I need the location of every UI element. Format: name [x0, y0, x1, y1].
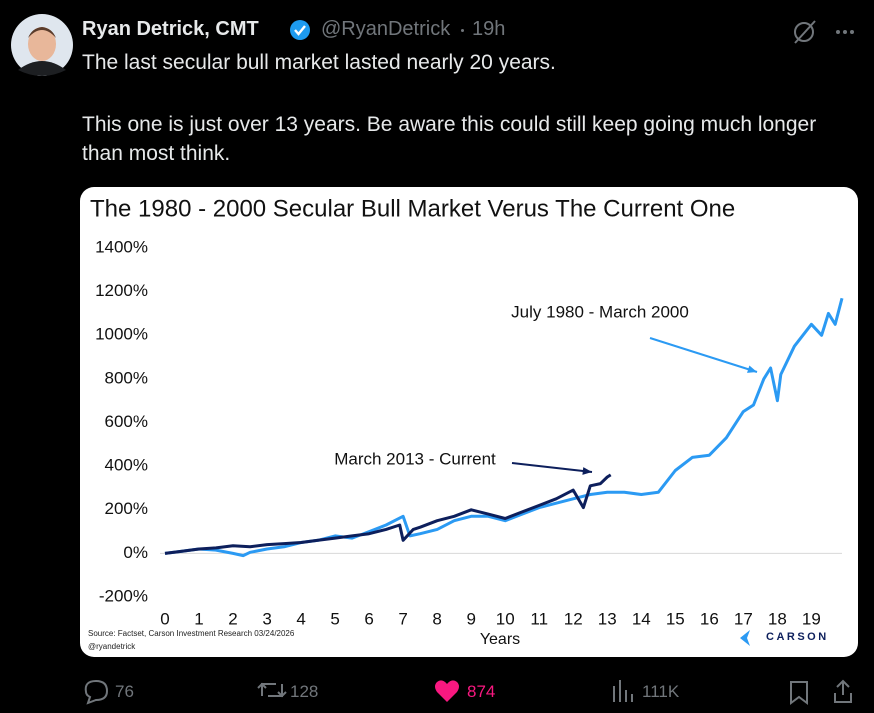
separator: [461, 29, 464, 32]
view-count: 111K: [642, 682, 680, 701]
source: Source: Factset, Carson Investment Resea…: [88, 629, 295, 638]
arrow-head: [582, 467, 592, 475]
post-text: The last secular bull market lasted near…: [82, 51, 556, 74]
x-tick-label: 0: [160, 609, 169, 628]
views-icon[interactable]: [613, 680, 633, 702]
arrow-head: [747, 365, 757, 373]
carson-logo: CARSON: [740, 630, 829, 646]
annotation-arrow: [511, 462, 593, 473]
y-tick-label: 1400%: [95, 237, 148, 256]
x-tick-label: 2: [228, 609, 237, 628]
x-tick-label: 6: [364, 609, 373, 628]
repost-icon[interactable]: [257, 682, 287, 698]
repost-count: 128: [290, 682, 319, 701]
y-tick-label: -200%: [99, 586, 148, 605]
credit: @ryandetrick: [88, 642, 136, 651]
x-tick-label: 5: [330, 609, 339, 628]
post-text: This one is just over 13 years. Be aware…: [82, 113, 817, 165]
y-tick-label: 0%: [123, 543, 148, 562]
bookmark-icon[interactable]: [790, 681, 808, 705]
reply-icon[interactable]: [84, 679, 109, 705]
handle[interactable]: @RyanDetrick: [321, 18, 451, 40]
logo-text: CARSON: [766, 631, 829, 643]
x-tick-label: 18: [768, 609, 787, 628]
x-tick-label: 7: [398, 609, 407, 628]
x-tick-label: 19: [802, 609, 821, 628]
y-tick-label: 800%: [105, 368, 148, 387]
x-tick-label: 8: [432, 609, 441, 628]
series-annotation: July 1980 - March 2000: [511, 302, 689, 321]
more-icon[interactable]: [836, 30, 854, 34]
x-tick-label: 17: [734, 609, 753, 628]
grok-icon[interactable]: [794, 20, 816, 44]
x-tick-label: 16: [700, 609, 719, 628]
series-line: [164, 297, 844, 558]
chart-card[interactable]: [80, 187, 858, 657]
avatar[interactable]: [11, 14, 73, 76]
share-icon[interactable]: [834, 679, 852, 703]
verified-badge: [290, 20, 310, 40]
y-tick-label: 600%: [105, 412, 148, 431]
y-tick-label: 200%: [105, 499, 148, 518]
author-name[interactable]: Ryan Detrick, CMT: [82, 18, 259, 40]
x-tick-label: 9: [466, 609, 475, 628]
reply-count: 76: [115, 682, 134, 701]
like-icon[interactable]: [435, 680, 459, 702]
y-tick-label: 400%: [105, 456, 148, 475]
x-tick-label: 10: [496, 609, 515, 628]
x-tick-label: 14: [632, 609, 651, 628]
y-tick-label: 1000%: [95, 325, 148, 344]
x-tick-label: 3: [262, 609, 271, 628]
x-tick-label: 1: [194, 609, 203, 628]
y-tick-label: 1200%: [95, 281, 148, 300]
series-line: [164, 473, 612, 555]
annotation-arrow: [649, 337, 758, 373]
x-tick-label: 12: [564, 609, 583, 628]
x-tick-label: 13: [598, 609, 617, 628]
like-count: 874: [467, 682, 496, 701]
x-tick-label: 11: [530, 609, 548, 628]
timestamp[interactable]: 19h: [472, 18, 506, 40]
chart-title: The 1980 - 2000 Secular Bull Market Veru…: [90, 195, 735, 222]
series-annotation: March 2013 - Current: [334, 449, 496, 468]
x-tick-label: 4: [296, 609, 305, 628]
x-axis-label: Years: [480, 631, 520, 648]
x-tick-label: 15: [666, 609, 685, 628]
